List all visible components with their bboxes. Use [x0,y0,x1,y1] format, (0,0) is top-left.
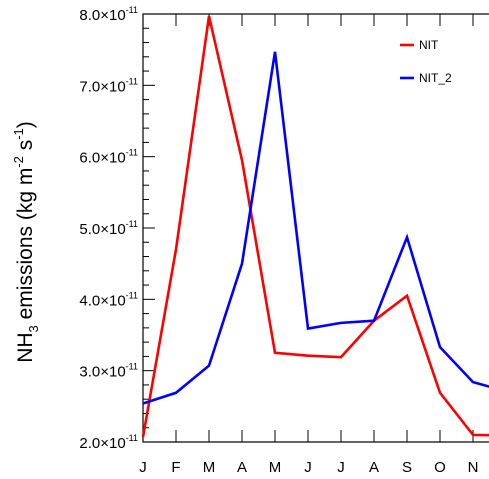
y-tick-exponent: -11 [126,362,138,372]
y-tick-label: 6.0×10-11 [79,148,138,167]
x-tick-label: A [369,459,379,476]
y-tick-mantissa: 8.0×10 [79,7,125,24]
y-tick-exponent: -11 [126,76,138,86]
x-tick-label: J [139,459,147,476]
y-title-superscript-1: -2 [11,156,26,168]
series-line-nit-2 [142,51,489,405]
y-tick-mantissa: 3.0×10 [79,364,125,381]
y-tick-exponent: -11 [126,148,138,158]
y-title-middle: emissions (kg m [14,168,37,326]
y-tick-exponent: -11 [126,5,138,15]
y-tick-label: 5.0×10-11 [79,219,138,238]
y-tick-mantissa: 2.0×10 [79,435,125,452]
y-axis-title: NH3 emissions (kg m-2 s-1) [11,121,41,363]
y-title-middle-2: s [14,140,37,156]
x-tick-label: O [434,459,446,476]
y-title-subscript: 3 [26,325,41,332]
x-tick-label: F [171,459,180,476]
series-lines [141,15,489,438]
y-tick-label: 8.0×10-11 [79,5,138,24]
x-tick-label: A [237,459,247,476]
legend: NIT NIT_2 [400,38,452,85]
series-line-nit [141,15,489,438]
y-title-suffix: ) [14,121,37,128]
y-tick-label: 4.0×10-11 [79,290,138,309]
y-tick-label: 7.0×10-11 [79,76,138,95]
y-tick-mantissa: 4.0×10 [79,292,125,309]
legend-label: NIT_2 [419,71,452,85]
y-tick-mantissa: 5.0×10 [79,221,125,238]
y-tick-exponent: -11 [126,219,138,229]
y-title-superscript-2: -1 [11,128,26,140]
y-tick-mantissa: 6.0×10 [79,150,125,167]
x-tick-label: S [402,459,412,476]
x-tick-label: M [203,459,216,476]
y-tick-label: 3.0×10-11 [79,362,138,381]
y-tick-exponent: -11 [126,290,138,300]
y-tick-exponent: -11 [126,433,138,443]
x-tick-label: J [304,459,312,476]
legend-label: NIT [419,38,439,52]
y-axis-ticks: 2.0×10-113.0×10-114.0×10-115.0×10-116.0×… [79,5,155,452]
x-tick-label: M [269,459,282,476]
x-tick-label: J [337,459,345,476]
x-tick-label: N [468,459,479,476]
y-tick-mantissa: 7.0×10 [79,78,125,95]
y-tick-label: 2.0×10-11 [79,433,138,452]
y-title-prefix: NH [14,332,37,362]
